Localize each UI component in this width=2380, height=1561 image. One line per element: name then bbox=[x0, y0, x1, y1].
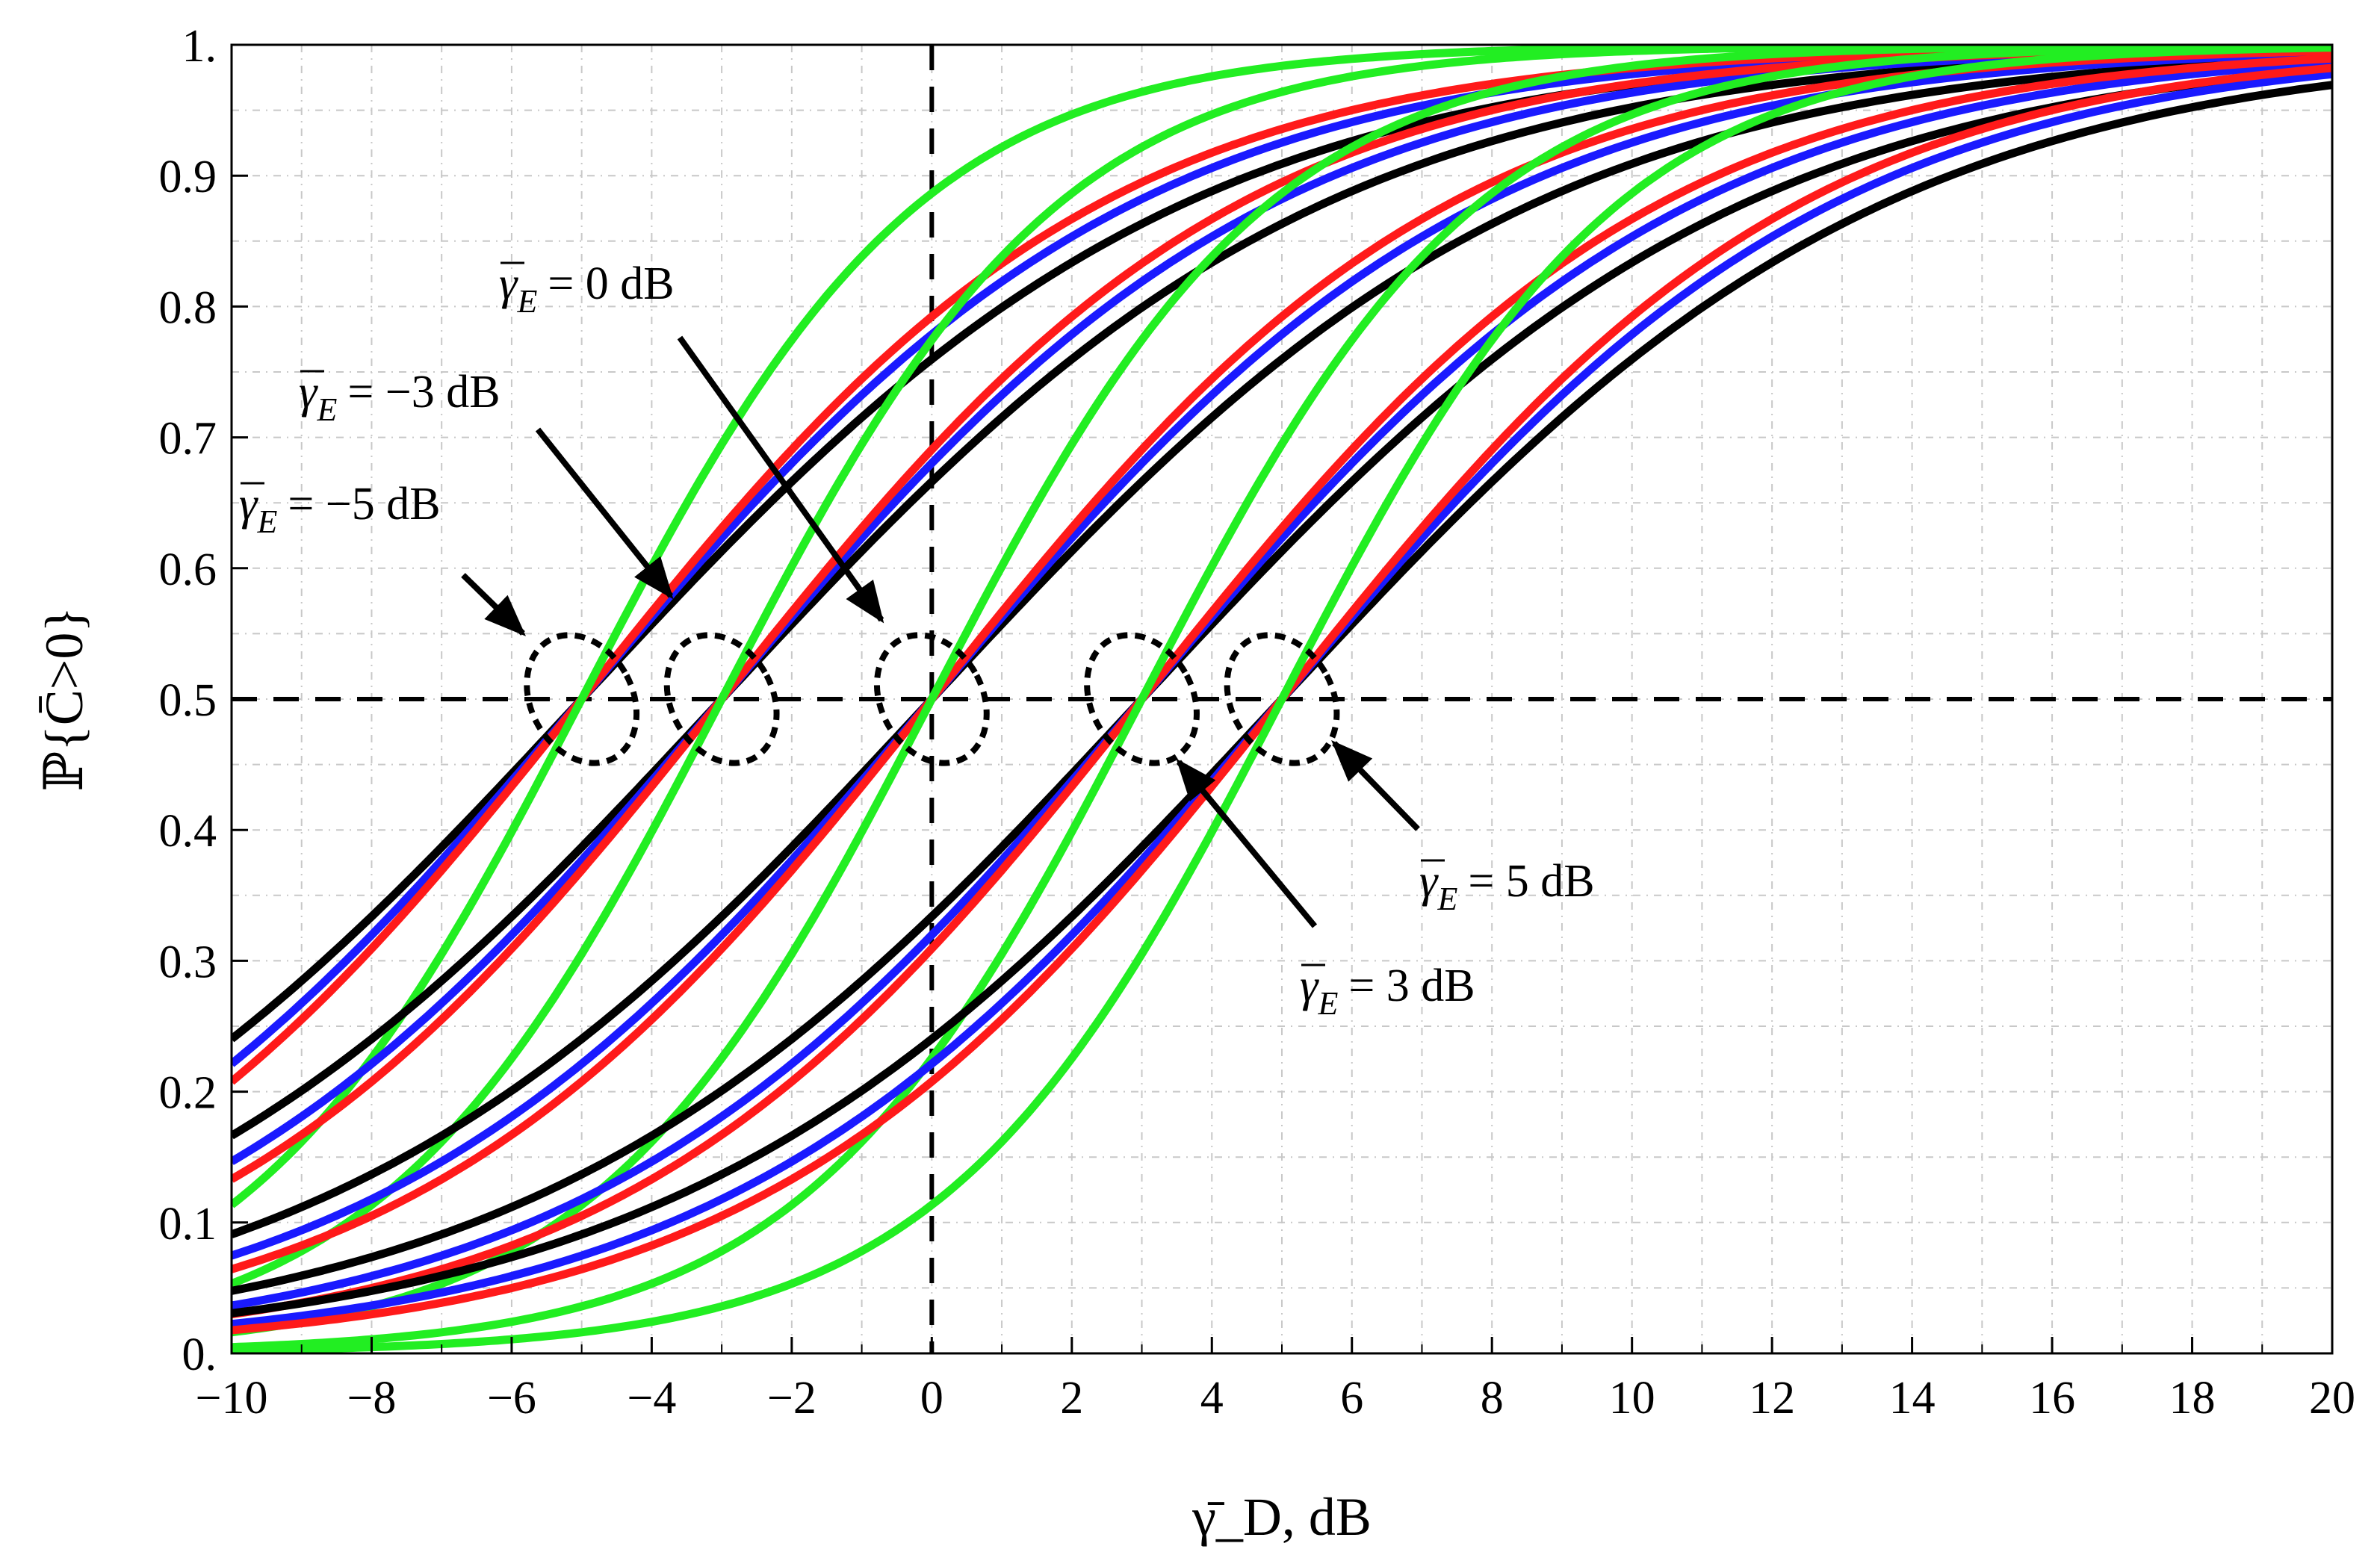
annotation-label: γE = 0 dB bbox=[499, 258, 675, 320]
annotation-symbol: γ bbox=[239, 479, 258, 530]
annotation-label: γE = −3 dB bbox=[299, 367, 501, 428]
y-tick-label: 0.9 bbox=[159, 152, 217, 202]
series-line-green-gE3 bbox=[232, 45, 2332, 1352]
annotation-symbol: γ bbox=[1300, 961, 1319, 1011]
x-tick-label: 12 bbox=[1749, 1373, 1795, 1424]
x-tick-label: 4 bbox=[1200, 1373, 1224, 1424]
annotation-symbol: γ bbox=[499, 258, 518, 309]
annotation-value: = −5 dB bbox=[288, 479, 440, 530]
x-tick-label: −4 bbox=[627, 1373, 676, 1424]
y-tick-label: 0.7 bbox=[159, 414, 217, 465]
x-tick-label: 18 bbox=[2169, 1373, 2216, 1424]
annotation-symbol: γ bbox=[299, 367, 318, 418]
y-axis-ticks: 0. 0.1 0.2 0.3 0.4 0.5 0.6 0.7 0.8 0.9 1. bbox=[159, 21, 248, 1380]
annotation-arrow bbox=[461, 573, 527, 636]
y-tick-label: 0.3 bbox=[159, 937, 217, 987]
threshold-circle bbox=[1224, 632, 1340, 766]
threshold-circle bbox=[663, 632, 780, 766]
x-tick-label: 14 bbox=[1889, 1373, 1936, 1424]
x-tick-label: 0 bbox=[920, 1373, 943, 1424]
series-line-green-gE0 bbox=[232, 45, 2332, 1337]
annotation-label: γE = 3 dB bbox=[1300, 961, 1475, 1022]
annotation-subscript: E bbox=[1317, 985, 1338, 1022]
y-tick-label: 1. bbox=[182, 21, 217, 72]
annotation-label: γE = −5 dB bbox=[239, 479, 441, 540]
series-line-green-gE5 bbox=[232, 45, 2332, 1353]
threshold-circle bbox=[873, 632, 990, 766]
series-line-black-gE0 bbox=[232, 53, 2332, 1238]
x-tick-label: −10 bbox=[196, 1373, 268, 1424]
series-line-blue-gE3 bbox=[232, 58, 2332, 1310]
x-tick-label: 10 bbox=[1609, 1373, 1655, 1424]
x-tick-label: 8 bbox=[1481, 1373, 1504, 1424]
y-axis-label: ℙ{C̄>0} bbox=[34, 606, 94, 792]
y-tick-label: 0. bbox=[182, 1329, 217, 1380]
x-tick-label: 16 bbox=[2029, 1373, 2075, 1424]
x-tick-label: 2 bbox=[1060, 1373, 1083, 1424]
annotation-subscript: E bbox=[1437, 881, 1457, 917]
annotation-value: = 5 dB bbox=[1468, 856, 1594, 907]
x-tick-label: −6 bbox=[487, 1373, 536, 1424]
y-tick-label: 0.4 bbox=[159, 806, 217, 857]
x-tick-label: −8 bbox=[347, 1373, 396, 1424]
annotation-value: = −3 dB bbox=[347, 367, 500, 418]
y-tick-label: 0.2 bbox=[159, 1068, 217, 1119]
threshold-circle bbox=[1084, 632, 1200, 766]
series-line-blue-gE0 bbox=[232, 49, 2332, 1260]
y-tick-label: 0.5 bbox=[159, 675, 217, 726]
annotation-subscript: E bbox=[516, 283, 537, 320]
threshold-circles bbox=[524, 632, 1340, 766]
annotation-subscript: E bbox=[256, 503, 277, 540]
annotation-subscript: E bbox=[316, 391, 337, 428]
series-line-red-gE3 bbox=[232, 54, 2332, 1319]
annotation-value: = 3 dB bbox=[1348, 961, 1475, 1011]
y-tick-label: 0.8 bbox=[159, 282, 217, 333]
x-tick-label: −2 bbox=[767, 1373, 816, 1424]
y-tick-label: 0.6 bbox=[159, 544, 217, 595]
annotation-arrow bbox=[677, 335, 884, 624]
annotation-arrow bbox=[1176, 758, 1318, 928]
annotation-symbol: γ bbox=[1419, 856, 1439, 907]
annotation-value: = 0 dB bbox=[548, 258, 674, 309]
annotation-arrow bbox=[535, 427, 674, 600]
y-tick-label: 0.1 bbox=[159, 1199, 217, 1250]
x-axis-label: γ̄_D, dB bbox=[1191, 1487, 1372, 1547]
x-axis-ticks: −10 −8 −6 −4 −2 0 2 4 6 8 10 12 14 16 18 20 bbox=[196, 1337, 2355, 1424]
x-tick-label: 20 bbox=[2309, 1373, 2355, 1424]
series-line-black-gE3 bbox=[232, 66, 2332, 1295]
annotation-arrow bbox=[1331, 739, 1420, 831]
threshold-circle bbox=[524, 632, 640, 766]
x-tick-label: 6 bbox=[1340, 1373, 1363, 1424]
annotation-label: γE = 5 dB bbox=[1419, 856, 1595, 917]
